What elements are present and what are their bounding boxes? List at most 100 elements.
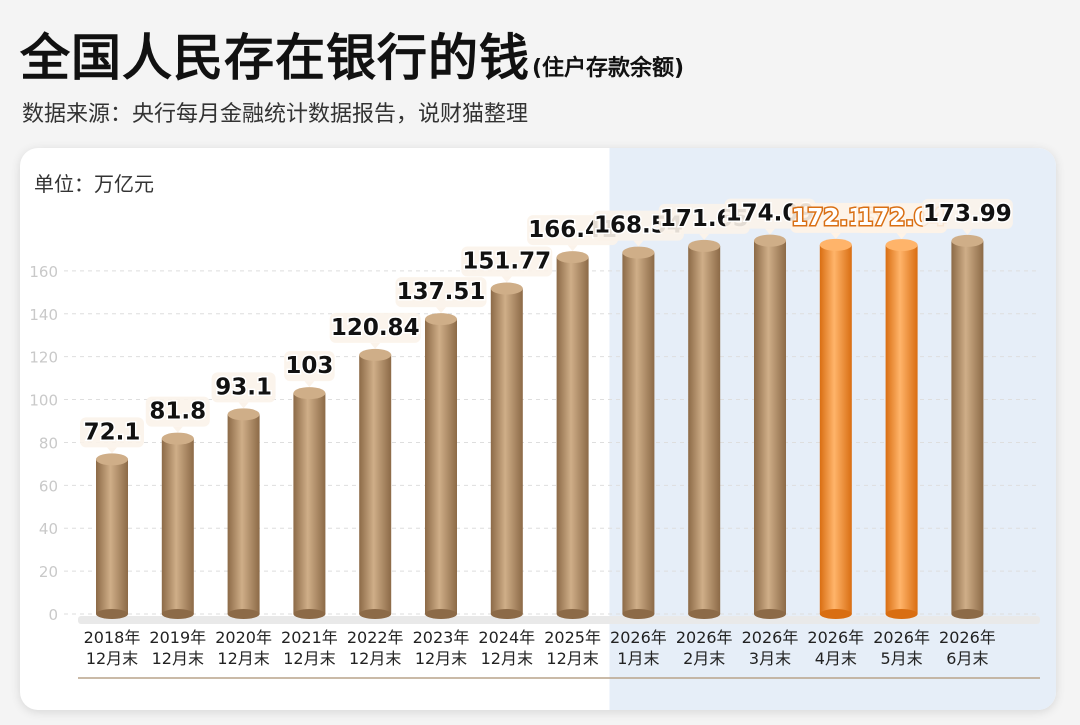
bar-top-cap (490, 282, 523, 295)
x-tick-label: 12月末 (349, 649, 401, 668)
y-tick-label: 20 (39, 563, 58, 581)
bar-body (819, 244, 852, 614)
y-tick-label: 140 (29, 306, 58, 324)
chart-card: 单位：万亿元 0 20 40 60 80 100 120 140 160 72.1 2018年 12月… (20, 148, 1056, 710)
x-tick-label: 12月末 (481, 649, 533, 668)
bar-body (688, 245, 721, 614)
value-label-pointer (172, 426, 183, 433)
x-tick-label: 2024年 (478, 628, 535, 647)
bar (688, 239, 721, 619)
x-tick-label: 12月末 (217, 649, 269, 668)
bar-top-cap (359, 348, 392, 361)
bar-body (885, 245, 918, 615)
bar (96, 453, 128, 619)
bar-bottom-cap (161, 609, 194, 619)
bar-top-cap (688, 239, 721, 252)
x-tick-label: 12月末 (283, 649, 335, 668)
value-label-pointer (699, 233, 710, 240)
bar-bottom-cap (359, 609, 392, 619)
bar-top-cap (819, 238, 852, 251)
bar-body (359, 354, 392, 614)
value-label: 137.51 (397, 279, 486, 305)
value-label-pointer (107, 447, 117, 454)
bar-body (951, 240, 984, 614)
bar-bottom-cap (951, 609, 984, 619)
x-tick-label: 2019年 (149, 628, 206, 647)
value-label-pointer (501, 276, 512, 283)
x-tick-label: 3月末 (749, 649, 791, 668)
value-label-bg (395, 277, 487, 308)
value-label-bg (921, 198, 1013, 229)
x-tick-label: 2023年 (413, 628, 470, 647)
x-tick-label: 2026年 (676, 628, 733, 647)
page-title: 全国人民存在银行的钱 (20, 29, 530, 87)
value-label-bg (284, 351, 335, 382)
bar (227, 408, 260, 619)
bar-top-cap (161, 432, 194, 445)
bar-top-cap (227, 408, 260, 421)
x-tick-label: 12月末 (86, 649, 138, 668)
bar-body (754, 240, 786, 614)
bar (754, 234, 786, 619)
bar-top-cap (293, 387, 326, 400)
x-tick-label: 12月末 (415, 649, 467, 668)
bar-bottom-cap (622, 609, 655, 619)
y-tick-label: 160 (29, 263, 58, 281)
bar (951, 234, 984, 619)
y-tick-label: 100 (29, 392, 58, 410)
x-tick-label: 2026年 (610, 628, 667, 647)
value-label-pointer (567, 245, 578, 252)
value-label-pointer (633, 240, 644, 247)
y-tick-label: 0 (48, 606, 58, 624)
bar-body (556, 257, 589, 614)
value-label-bg (461, 246, 553, 277)
value-label-pointer (765, 228, 775, 235)
bar (556, 251, 589, 619)
value-label: 93.1 (215, 374, 272, 400)
x-tick-label: 2026年 (742, 628, 799, 647)
bar-body (622, 252, 655, 615)
value-label: 120.84 (331, 315, 420, 341)
value-label-bg (329, 312, 421, 343)
x-tick-label: 5月末 (881, 649, 923, 668)
value-label-pointer (304, 381, 315, 388)
bar-bottom-cap (293, 609, 326, 619)
bar-bottom-cap (556, 609, 589, 619)
bar-body (161, 438, 194, 614)
value-label-bg (211, 372, 276, 403)
bar (490, 282, 523, 619)
bar-bottom-cap (885, 609, 918, 619)
x-tick-label: 4月末 (815, 649, 857, 668)
y-tick-label: 40 (39, 520, 58, 538)
value-label: 81.8 (149, 399, 206, 425)
value-label-bg (80, 417, 144, 448)
value-label-bg (145, 396, 210, 427)
x-tick-label: 6月末 (946, 649, 988, 668)
x-tick-label: 12月末 (546, 649, 598, 668)
bar-body (227, 414, 260, 614)
bar-top-cap (556, 251, 589, 264)
bar-body (96, 459, 128, 614)
bar-bottom-cap (425, 609, 457, 619)
bar-top-cap (425, 313, 457, 326)
value-label-pointer (238, 402, 249, 409)
bar-bottom-cap (819, 609, 852, 619)
x-tick-label: 2月末 (683, 649, 725, 668)
bar (885, 239, 918, 619)
y-tick-label: 80 (39, 434, 58, 452)
x-tick-label: 1月末 (617, 649, 659, 668)
bar-bottom-cap (490, 609, 523, 619)
y-tick-label: 120 (29, 349, 58, 367)
bar (359, 348, 392, 619)
unit-label: 单位：万亿元 (34, 172, 154, 196)
y-tick-label: 60 (39, 477, 58, 495)
bar (425, 313, 457, 619)
value-label-pointer (370, 342, 381, 349)
bar (293, 387, 326, 619)
bar (819, 238, 852, 619)
value-label-pointer (896, 233, 907, 240)
bar-top-cap (622, 246, 655, 259)
value-label: 103 (285, 353, 333, 379)
bar (622, 246, 655, 619)
title-block: 全国人民存在银行的钱(住户存款余额) (20, 18, 684, 90)
